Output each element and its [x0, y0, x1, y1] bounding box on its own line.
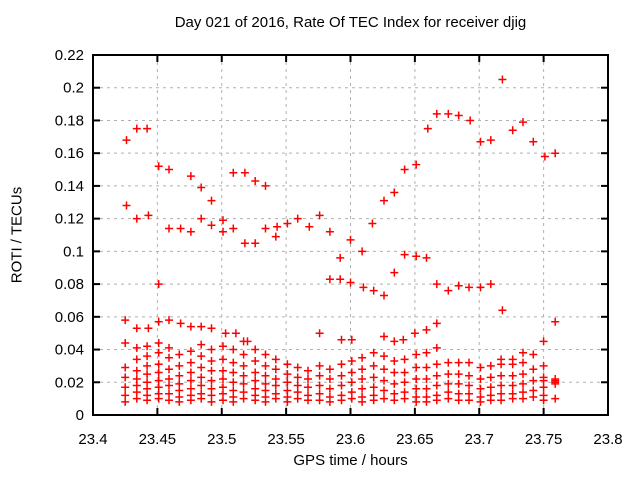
y-tick-label: 0.08	[55, 276, 84, 293]
x-tick-label: 23.6	[336, 431, 365, 448]
y-tick-label: 0.1	[63, 243, 84, 260]
x-tick-label: 23.8	[593, 431, 622, 448]
x-tick-label: 23.65	[396, 431, 434, 448]
x-tick-label: 23.5	[207, 431, 236, 448]
y-tick-label: 0.14	[55, 178, 84, 195]
y-axis-label: ROTI / TECUs	[8, 186, 26, 284]
chart-title: Day 021 of 2016, Rate Of TEC Index for r…	[174, 14, 527, 31]
x-tick-label: 23.75	[525, 431, 563, 448]
y-tick-label: 0.22	[55, 47, 84, 64]
y-tick-label: 0.04	[55, 342, 84, 359]
x-axis-label: GPS time / hours	[293, 452, 408, 469]
y-tick-label: 0.18	[55, 112, 84, 129]
y-tick-label: 0.02	[55, 374, 84, 391]
y-tick-label: 0.12	[55, 211, 84, 228]
x-tick-label: 23.55	[267, 431, 305, 448]
y-tick-label: 0.2	[63, 80, 84, 97]
data-points	[121, 75, 560, 406]
x-tick-label: 23.7	[465, 431, 494, 448]
y-tick-label: 0.16	[55, 145, 84, 162]
y-tick-label: 0	[76, 407, 84, 424]
x-tick-label: 23.4	[78, 431, 107, 448]
y-tick-label: 0.06	[55, 309, 84, 326]
x-tick-label: 23.45	[139, 431, 177, 448]
